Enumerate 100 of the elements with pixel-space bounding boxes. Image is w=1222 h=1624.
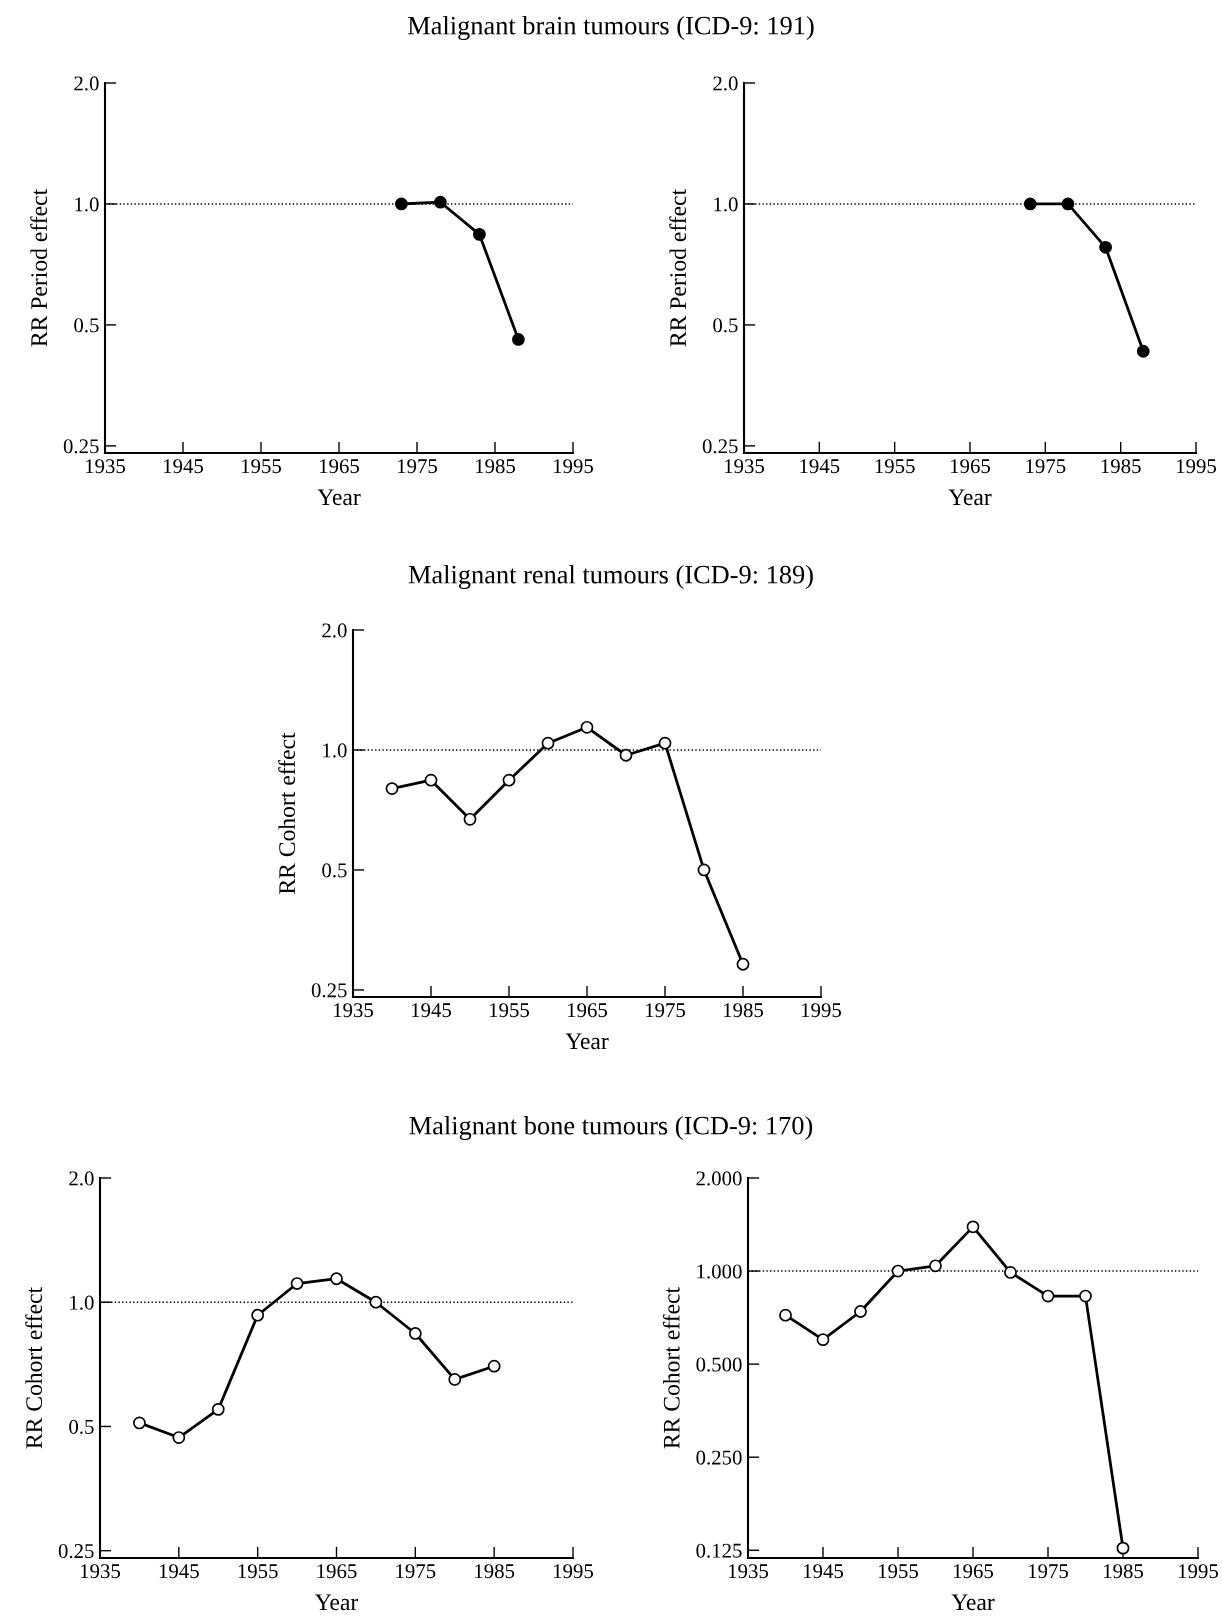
point [1116,1541,1130,1555]
point [1099,240,1112,254]
y-axis-title: RR Period effect [669,189,687,347]
point [658,736,672,750]
x-tick-label: 1945 [804,1564,844,1579]
y-tick-label: 1.0 [323,743,347,758]
y-tick-label: 0.5 [74,318,99,333]
x-tick-label: 1965 [954,1564,994,1579]
x-tick-label: 1965 [320,459,360,474]
point [580,720,594,734]
y-tick-label: 0.250 [696,1450,742,1465]
x-tick-label: 1945 [159,1564,199,1579]
point [172,1431,186,1444]
point [697,863,711,877]
x-tick-label: 1985 [724,1003,764,1018]
point [1061,197,1075,211]
x-axis-title: Year [948,489,992,506]
x-tick-label: 1975 [396,1564,436,1579]
x-tick-label: 1955 [242,459,282,474]
point [541,736,555,750]
point [448,1373,462,1386]
chart-title: Malignant brain tumours (ICD-9: 191) [408,16,814,40]
y-tick-label: 2.0 [322,623,347,638]
x-tick-label: 1935 [81,1564,121,1579]
point [816,1333,830,1347]
point [619,748,633,762]
point [290,1277,304,1290]
x-tick-label: 1935 [725,459,765,474]
point [434,195,447,209]
y-tick-label: 2.0 [74,76,99,91]
x-tick-label: 1995 [1179,1564,1219,1579]
point [929,1259,942,1273]
y-tick-label: 0.25 [311,983,347,998]
x-tick-label: 1955 [879,1564,919,1579]
x-tick-label: 1975 [1029,1564,1069,1579]
point [369,1295,383,1309]
y-tick-label: 0.500 [696,1357,742,1372]
x-axis-title: Year [317,489,361,506]
y-tick-label: 1.0 [75,197,99,212]
point [133,1416,146,1430]
point [1023,197,1037,211]
y-tick-label: 0.25 [58,1544,94,1559]
x-tick-label: 1955 [490,1003,530,1018]
point [736,957,750,971]
x-tick-label: 1965 [951,459,991,474]
x-axis-title: Year [565,1033,609,1050]
x-tick-label: 1975 [1026,459,1066,474]
point [473,227,486,241]
point [966,1220,980,1234]
x-axis-title: Year [951,1594,995,1611]
point [408,1327,422,1340]
y-tick-label: 0.5 [322,863,347,878]
x-tick-label: 1935 [86,459,126,474]
point [854,1305,867,1318]
y-tick-label: 1.0 [714,197,738,212]
point [1004,1266,1017,1279]
y-axis-title: RR Cohort effect [25,1287,43,1449]
x-tick-label: 1935 [729,1564,769,1579]
x-tick-label: 1965 [317,1564,357,1579]
y-tick-label: 0.125 [696,1543,742,1558]
x-tick-label: 1945 [412,1003,452,1018]
chart-title: Malignant renal tumours (ICD-9: 189) [408,565,813,589]
y-axis-title: RR Cohort effect [662,1287,680,1449]
x-axis-title: Year [315,1594,359,1611]
x-tick-label: 1935 [334,1003,374,1018]
x-tick-label: 1995 [1177,459,1217,474]
x-tick-label: 1985 [1104,1564,1144,1579]
point [395,197,408,211]
y-tick-label: 0.5 [69,1419,94,1434]
point [891,1264,905,1278]
y-tick-label: 1.000 [697,1264,742,1279]
x-tick-label: 1985 [476,459,516,474]
y-tick-label: 0.25 [702,439,738,454]
point [502,773,516,787]
point [251,1308,265,1322]
y-axis-title: RR Period effect [30,189,48,347]
x-tick-label: 1995 [554,459,594,474]
y-tick-label: 2.000 [696,1171,742,1186]
x-tick-label: 1945 [164,459,204,474]
y-tick-label: 1.0 [70,1295,94,1310]
x-tick-label: 1985 [475,1564,515,1579]
point [424,773,438,787]
point [487,1359,501,1373]
point [330,1272,343,1286]
point [512,333,525,346]
x-tick-label: 1955 [238,1564,278,1579]
y-axis-title: RR Cohort effect [278,732,296,894]
x-tick-label: 1965 [568,1003,608,1018]
x-tick-label: 1975 [646,1003,686,1018]
point [211,1402,225,1416]
point [1136,344,1150,358]
x-tick-label: 1985 [1101,459,1141,474]
x-tick-label: 1995 [554,1564,594,1579]
y-tick-label: 0.25 [63,439,99,454]
point [1041,1289,1055,1303]
x-tick-label: 1955 [875,459,915,474]
y-tick-label: 0.5 [713,318,738,333]
y-tick-label: 2.0 [713,76,738,91]
x-tick-label: 1995 [802,1003,842,1018]
point [463,812,477,826]
